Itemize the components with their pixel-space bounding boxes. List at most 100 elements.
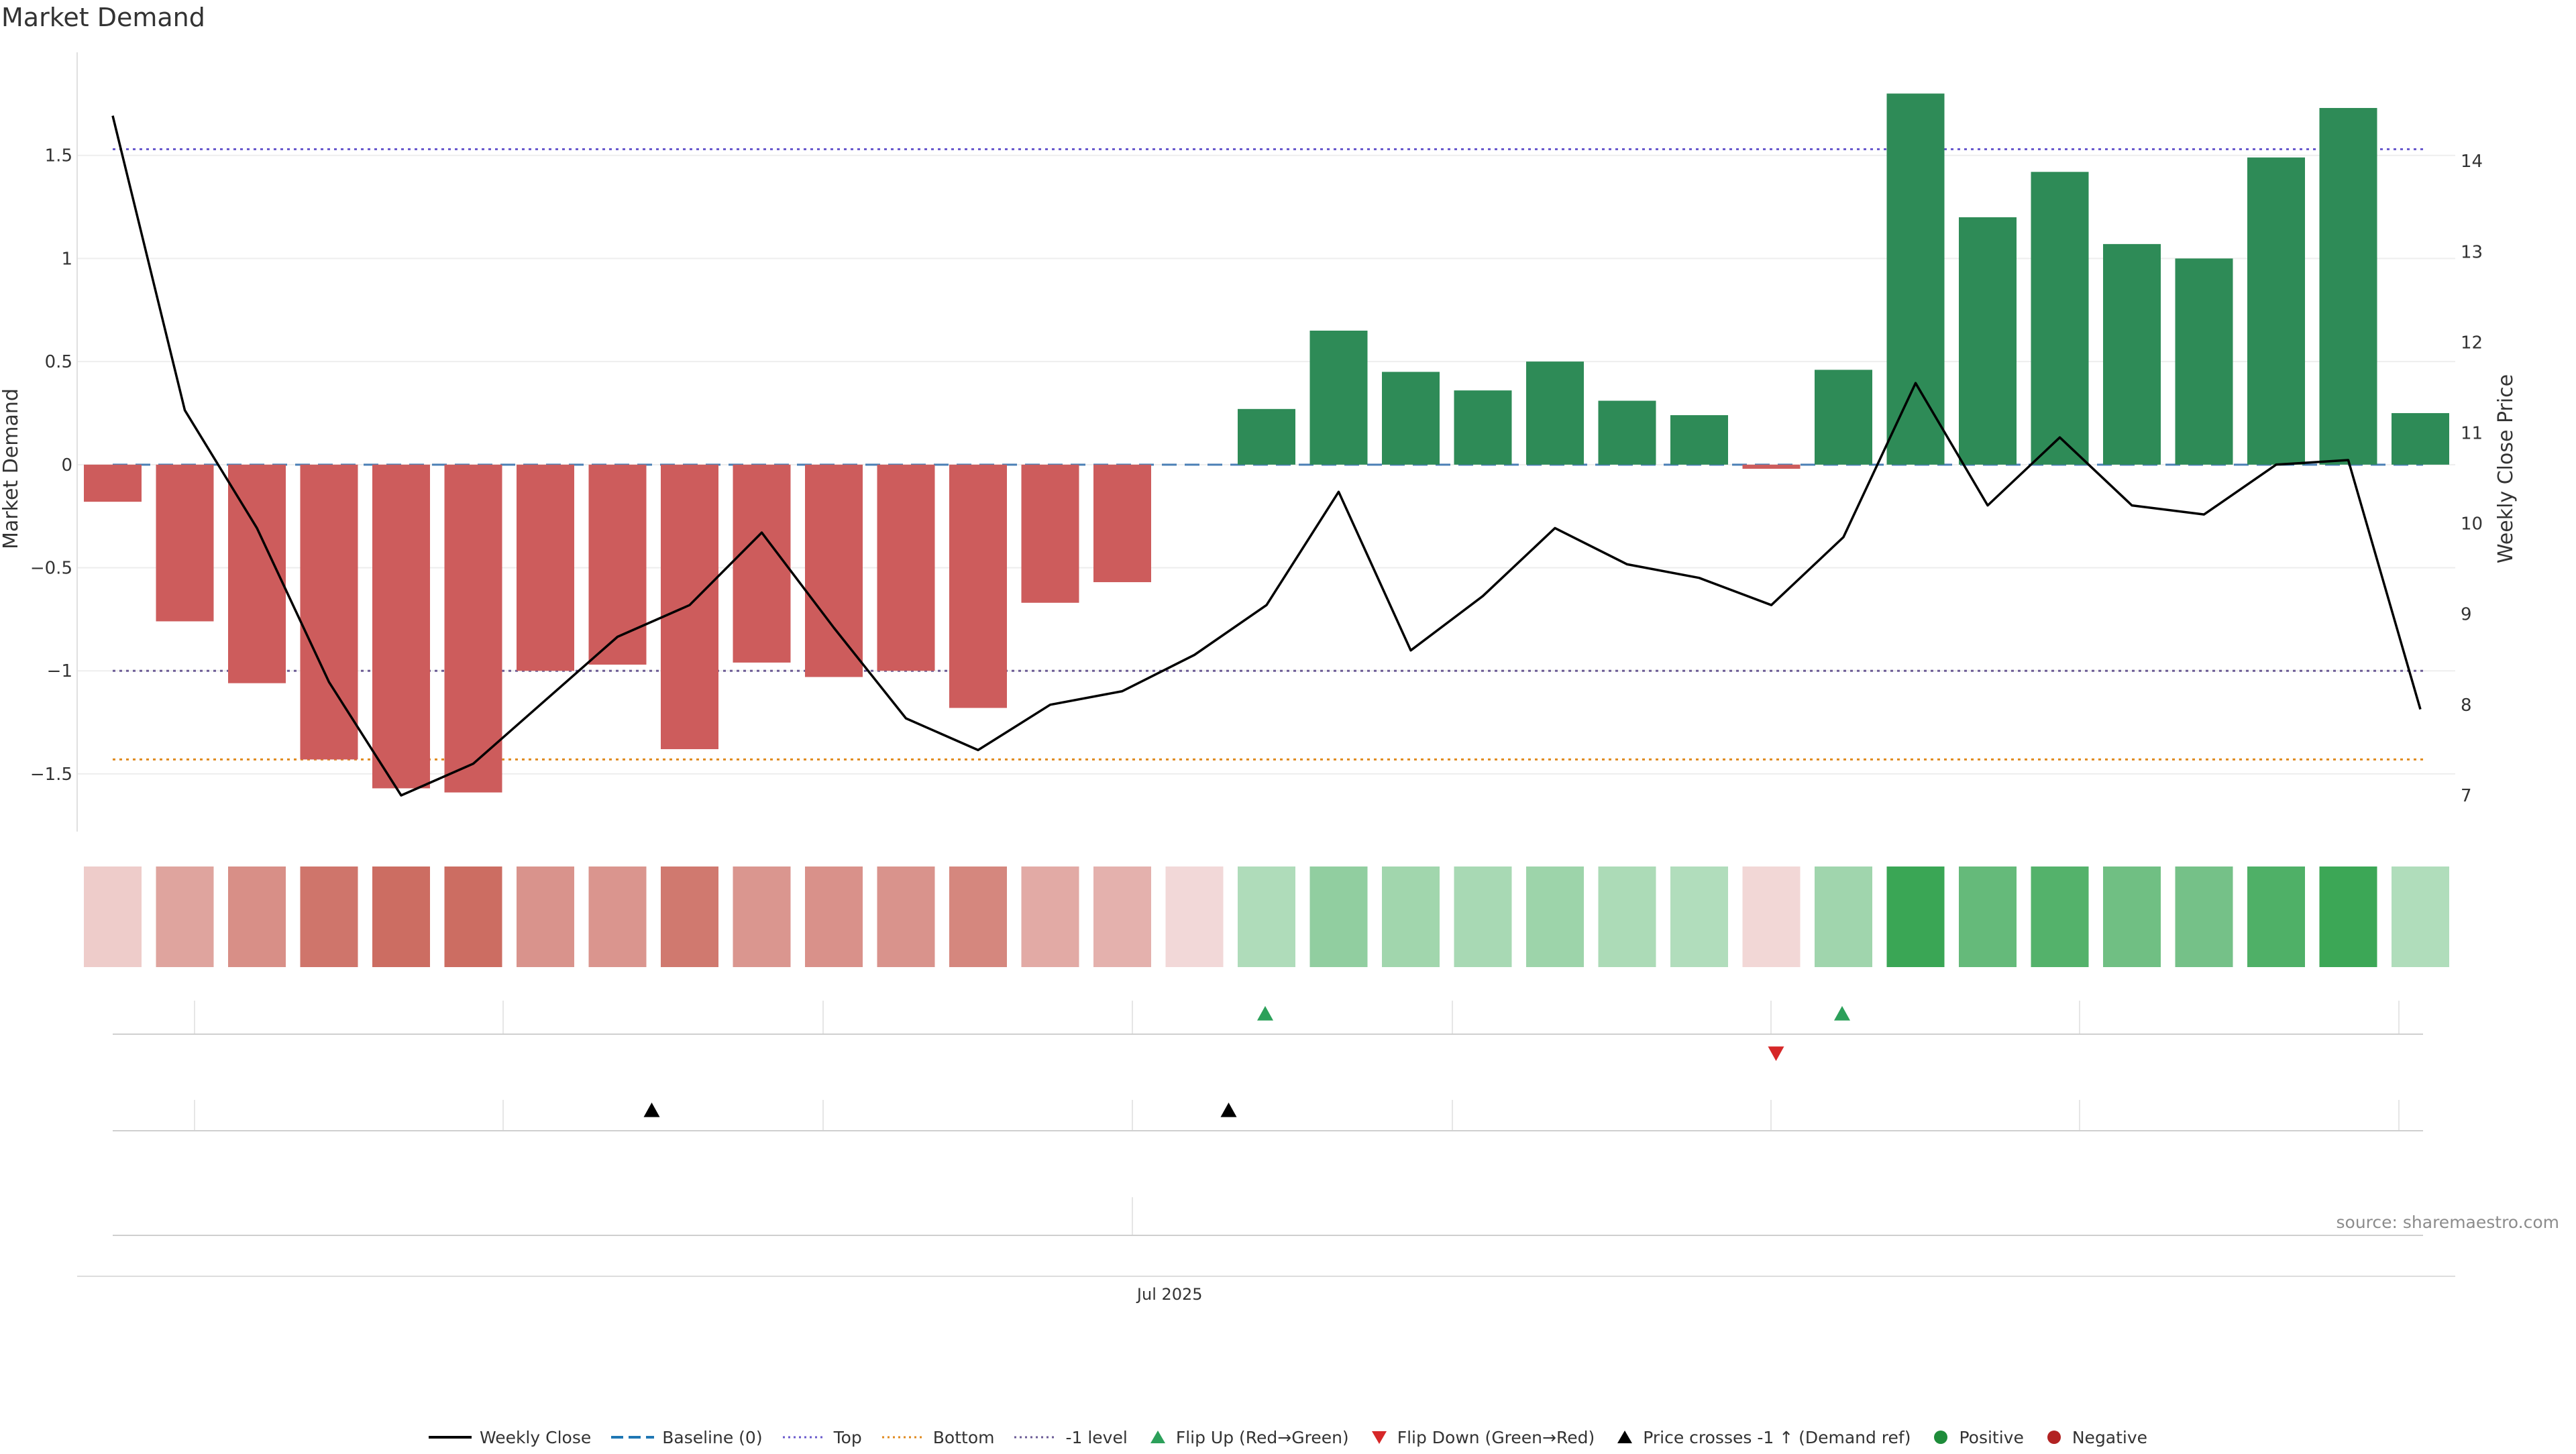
demand-bar (877, 464, 935, 671)
y-tick-label: 0 (61, 455, 72, 476)
demand-bar (156, 464, 214, 622)
heat-cell (1309, 866, 1368, 967)
legend-label: Negative (2072, 1427, 2148, 1447)
demand-bar (1959, 217, 2017, 465)
legend-swatch (1014, 1436, 1058, 1439)
heat-cell (1959, 866, 2017, 967)
heat-cell (1021, 866, 1079, 967)
demand-bar (588, 464, 647, 665)
demand-bar (1742, 464, 1801, 469)
demand-bar (1238, 408, 1295, 465)
legend-item: -1 level (1014, 1427, 1128, 1447)
heat-cell (228, 866, 286, 967)
weekly-close-series (111, 115, 2422, 797)
price-cross-marker (643, 1103, 660, 1117)
heat-cell (1526, 866, 1584, 967)
y-axis-title: Market Demand (0, 388, 23, 549)
legend-swatch (881, 1436, 925, 1439)
legend-swatch (428, 1436, 472, 1439)
legend-item: Bottom (881, 1428, 994, 1447)
legend-swatch (1371, 1431, 1387, 1444)
y2-axis-title: Weekly Close Price (2494, 374, 2518, 563)
y-tick-label: −1 (47, 661, 72, 681)
flip-up-marker (1834, 1006, 1850, 1021)
legend-item: Price crosses -1 ↑ (Demand ref) (1615, 1428, 1911, 1447)
y-tick-label: −1.5 (30, 765, 72, 785)
legend-swatch (1150, 1431, 1165, 1443)
demand-bars (84, 93, 2449, 793)
heat-cell (1454, 866, 1512, 967)
heat-cell (1165, 866, 1224, 967)
legend-swatch-triangle (1371, 1431, 1387, 1444)
heat-cell (444, 866, 502, 967)
y-tick-label: 1 (61, 249, 72, 269)
y2-tick-label: 11 (2461, 423, 2483, 443)
demand-bar (1670, 415, 1728, 465)
heat-cell (805, 866, 863, 967)
legend-item: Negative (2044, 1428, 2147, 1447)
heat-cell (1382, 866, 1440, 967)
heat-cell (2175, 866, 2233, 967)
heat-cell (1093, 866, 1151, 967)
demand-bar (1454, 390, 1512, 465)
legend-swatch (782, 1436, 826, 1439)
heat-cell (517, 866, 574, 967)
heat-cell (1598, 866, 1656, 967)
legend-swatch (611, 1436, 655, 1439)
heat-cell (1886, 866, 1945, 967)
demand-heat-strip (84, 866, 2449, 967)
legend-label: Flip Up (Red→Green) (1175, 1427, 1349, 1447)
legend-swatch (1934, 1431, 1948, 1444)
heat-cell (2247, 866, 2305, 967)
weekly-close-line (111, 115, 2422, 797)
demand-bar (517, 464, 574, 671)
demand-bar (1886, 93, 1945, 465)
heat-cell (156, 866, 214, 967)
legend-label: Weekly Close (479, 1427, 592, 1447)
demand-bar (372, 464, 430, 789)
legend-item: Positive (1931, 1427, 2024, 1447)
y2-tick-label: 14 (2461, 152, 2483, 172)
demand-bar (2031, 172, 2089, 465)
demand-bar (1598, 400, 1656, 465)
demand-bar (949, 464, 1007, 708)
demand-bar (228, 464, 286, 683)
demand-bar (2175, 258, 2233, 465)
heat-cell (2319, 866, 2377, 967)
legend-label: Top (833, 1427, 862, 1447)
y2-tick-label: 13 (2461, 242, 2483, 262)
legend-item: Flip Up (Red→Green) (1148, 1428, 1349, 1447)
y2-tick-label: 9 (2461, 605, 2472, 625)
legend: Weekly Close Baseline (0) Top Bottom -1 leve… (0, 1420, 2576, 1454)
heat-cell (1742, 866, 1801, 967)
heat-cell (588, 866, 647, 967)
demand-bar (2319, 108, 2377, 465)
legend-swatch-circle (1934, 1431, 1948, 1444)
heat-cell (877, 866, 935, 967)
heat-cell (2031, 866, 2089, 967)
heat-cell (949, 866, 1007, 967)
price-cross-marker (1220, 1103, 1237, 1117)
legend-item: Top (782, 1427, 862, 1447)
demand-bar (733, 464, 791, 663)
demand-bar (2247, 157, 2305, 465)
heat-cell (1238, 866, 1295, 967)
demand-bar (1382, 372, 1440, 465)
legend-swatch-circle (2047, 1431, 2061, 1444)
demand-bar (2103, 243, 2161, 465)
heat-cell (372, 866, 430, 967)
heat-cell (1815, 866, 1872, 967)
heat-cell (84, 866, 142, 967)
y2-tick-label: 10 (2461, 514, 2483, 535)
legend-label: Positive (1959, 1427, 2024, 1447)
flip-down-marker (1768, 1046, 1784, 1061)
chart-title: Market Demand (1, 3, 205, 32)
flip-up-marker (1257, 1006, 1273, 1021)
signal-panels (113, 1001, 2423, 1236)
legend-label: -1 level (1065, 1427, 1128, 1447)
legend-label: Price crosses -1 ↑ (Demand ref) (1643, 1427, 1911, 1447)
demand-bar (1021, 464, 1079, 603)
demand-bar (1526, 361, 1584, 465)
legend-swatch-triangle (1617, 1431, 1633, 1443)
